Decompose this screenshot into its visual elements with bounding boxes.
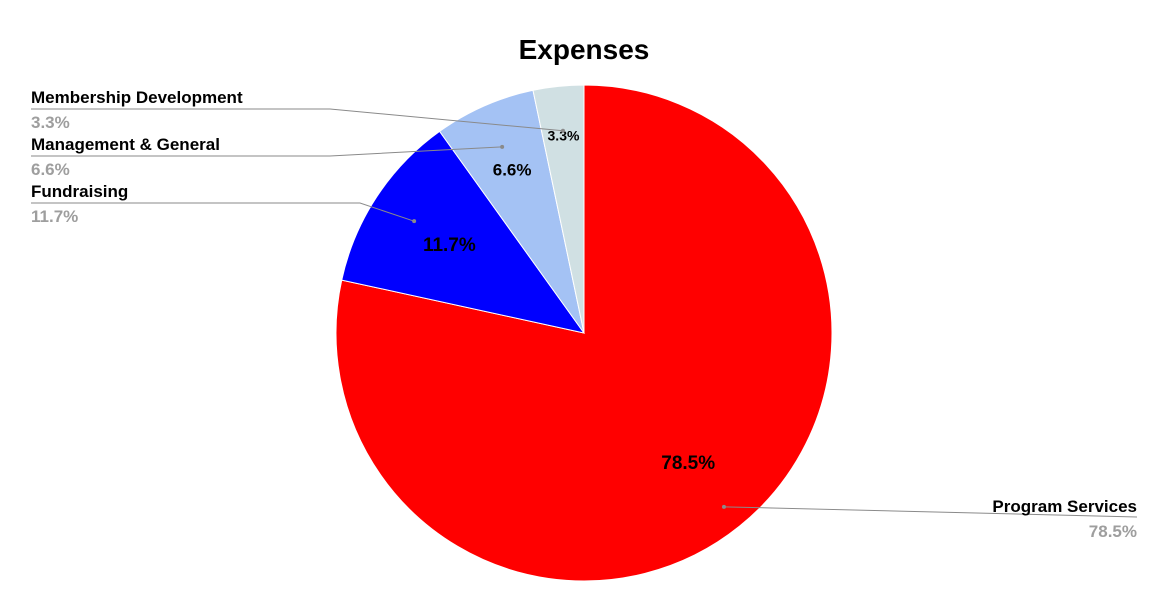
pie-slice-membership-development bbox=[532, 84, 585, 334]
callout-leader-line bbox=[31, 202, 415, 222]
slice-value-label: 3.3% bbox=[548, 128, 580, 144]
slice-value-label: 11.7% bbox=[423, 235, 476, 256]
chart-title: Expenses bbox=[519, 34, 650, 65]
callout-percentage: 3.3% bbox=[31, 113, 70, 132]
pie-slice-labels: 78.5% 11.7% 6.6% 3.3% bbox=[423, 128, 715, 475]
pie-callouts: Program Services 78.5% Fundraising 11.7% Man… bbox=[31, 88, 1138, 541]
callout-category-name: Fundraising bbox=[31, 182, 128, 201]
callout-category-name: Program Services bbox=[992, 497, 1137, 516]
slice-value-label: 6.6% bbox=[493, 160, 532, 179]
callout-percentage: 11.7% bbox=[31, 207, 78, 226]
slice-value-label: 78.5% bbox=[661, 453, 715, 474]
callout-percentage: 6.6% bbox=[31, 160, 70, 179]
callout-category-name: Membership Development bbox=[31, 88, 243, 107]
callout-percentage: 78.5% bbox=[1089, 522, 1137, 541]
callout-leader-line bbox=[723, 506, 1138, 518]
callout-leader-line bbox=[31, 108, 564, 132]
pie-slices bbox=[335, 84, 833, 582]
pie-slice-fundraising bbox=[341, 130, 586, 334]
callout-leader-line bbox=[31, 146, 503, 157]
callout-category-name: Management & General bbox=[31, 135, 220, 154]
